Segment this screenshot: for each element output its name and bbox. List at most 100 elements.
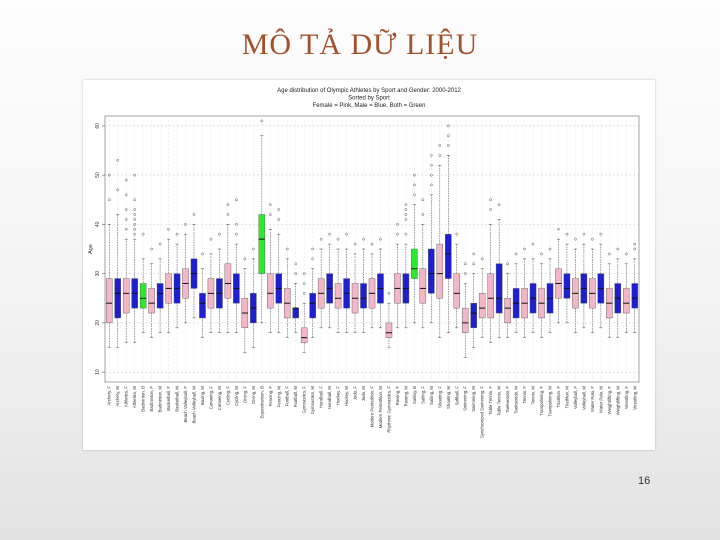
outlier-point (175, 232, 179, 236)
box-hockey-f (334, 237, 342, 333)
outlier-point (404, 218, 408, 221)
box-body (487, 273, 494, 319)
box-body (428, 248, 435, 294)
x-tick-label: Water Polo, M (598, 386, 603, 413)
x-tick-label: Football, F (285, 386, 290, 407)
outlier-point (116, 159, 120, 162)
outlier-point (107, 198, 111, 202)
box-judo-m (360, 237, 367, 333)
outlier-point (277, 218, 281, 221)
outlier-point (404, 213, 408, 216)
box-rowing-m (402, 203, 410, 329)
outlier-point (413, 193, 416, 197)
outlier-point (370, 242, 374, 246)
y-tick-label: 40 (95, 221, 101, 227)
box-canoeing-m (216, 232, 223, 333)
x-tick-label: Diving, F (242, 386, 247, 403)
box-judo-f (351, 242, 359, 333)
x-tick-label: Trampolining, F (539, 386, 544, 416)
outlier-point (124, 193, 128, 197)
box-body (360, 283, 367, 309)
outlier-point (158, 242, 162, 246)
outlier-point (133, 198, 136, 202)
x-tick-label: Sailing, F (420, 386, 425, 404)
box-basketball-m (173, 232, 181, 329)
outlier-point (302, 292, 306, 295)
outlier-point (218, 232, 221, 236)
box-table-tennis-f (487, 198, 494, 343)
outlier-point (565, 232, 569, 236)
outlier-point (285, 247, 289, 251)
outlier-point (294, 262, 298, 266)
outlier-point (141, 232, 145, 236)
x-tick-label: Table Tennis, M (497, 386, 502, 416)
outlier-point (633, 247, 637, 251)
x-tick-label: Badminton, B (141, 386, 146, 412)
x-tick-label: Swimming, M (471, 386, 476, 412)
outlier-point (472, 262, 476, 266)
box-fencing-m (275, 208, 283, 333)
outlier-point (226, 203, 230, 206)
outlier-point (489, 208, 492, 211)
box-volleyball-f (572, 237, 579, 333)
outlier-point (268, 213, 272, 216)
box-weightlifting-m (614, 247, 622, 338)
box-gymnastics-f (300, 272, 308, 353)
y-axis-label: Age (88, 244, 94, 254)
box-football-m (292, 262, 299, 333)
x-tick-label: Beach Volleyball, M (192, 386, 197, 424)
outlier-point (336, 237, 340, 241)
chart-title: Age distribution of Olympic Athletes by … (277, 88, 461, 109)
outlier-point (506, 262, 509, 266)
x-tick-label: Triathlon, M (564, 386, 569, 409)
outlier-point (616, 247, 620, 251)
box-archery-m (114, 159, 121, 348)
outlier-point (260, 119, 264, 123)
box-taekwondo-f (504, 262, 511, 338)
x-tick-label: Shooting, M (446, 386, 451, 409)
outlier-point (608, 252, 611, 256)
x-tick-label: Sailing, B (412, 386, 417, 404)
box-triathlon-f (555, 227, 562, 324)
x-tick-label: Badminton, F (149, 386, 154, 412)
x-tick-label: Sailing, M (429, 386, 434, 405)
outlier-point (514, 252, 518, 256)
x-tick-label: Weightlifting, F (607, 386, 612, 415)
outlier-point (582, 232, 586, 236)
box-water-polo-m (597, 232, 605, 329)
y-axis: 10 20 30 40 50 60 Age (88, 123, 105, 375)
outlier-point (633, 242, 637, 246)
box-tennis-f (521, 247, 528, 338)
box-hockey-m (343, 232, 350, 333)
outlier-point (446, 144, 450, 147)
box-badminton-f (148, 247, 155, 338)
box-body (156, 283, 164, 309)
outlier-point (624, 252, 628, 256)
outlier-point (430, 183, 433, 187)
box-body (563, 273, 571, 299)
x-tick-label: Trampolining, M (548, 386, 553, 417)
outlier-point (480, 257, 484, 261)
outlier-point (362, 237, 365, 241)
x-tick-label: Rowing, M (403, 386, 408, 407)
x-tick-label: Water Polo, F (590, 386, 595, 412)
box-body (470, 302, 477, 329)
box-fencing-f (267, 203, 274, 333)
box-body (411, 248, 418, 279)
box-body (623, 288, 630, 314)
box-table-tennis-m (495, 203, 503, 338)
box-body (495, 263, 503, 314)
x-tick-label: Rhythmic Gymnastics, F (386, 386, 391, 433)
box-gymnastics-m (309, 247, 316, 338)
outlier-point (133, 173, 136, 177)
box-wrestling-m (631, 242, 639, 333)
box-body (461, 307, 469, 333)
outlier-point (226, 213, 230, 216)
x-tick-label: Tennis, M (531, 386, 536, 405)
outlier-point (446, 124, 450, 128)
outlier-point (396, 223, 399, 226)
box-body (114, 278, 121, 319)
box-body (445, 234, 452, 279)
x-tick-label: Volleyball, M (581, 386, 586, 411)
x-tick-label: Synchronized Swimming, F (480, 386, 485, 438)
